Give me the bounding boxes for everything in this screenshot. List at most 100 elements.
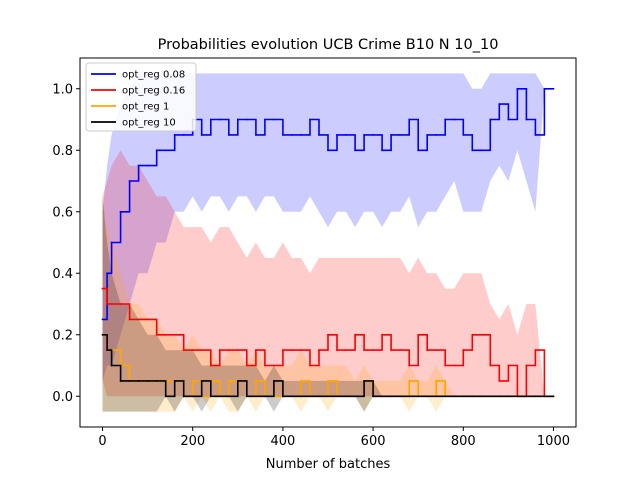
point-opt-reg-0-08-36 bbox=[417, 149, 420, 152]
point-opt-reg-0-16-22 bbox=[291, 349, 293, 351]
point-opt-reg-0-08-46 bbox=[507, 118, 510, 121]
chart-title: Probabilities evolution UCB Crime B10 N … bbox=[158, 37, 499, 53]
point-opt-reg-0-08-50 bbox=[543, 87, 546, 90]
point-opt-reg-1-23 bbox=[300, 380, 302, 382]
point-opt-reg-0-16-27 bbox=[336, 349, 338, 351]
point-opt-reg-0-08-13 bbox=[209, 118, 212, 121]
legend-label-opt-reg-1: opt_reg 1 bbox=[122, 102, 169, 113]
point-opt-reg-0-16-19 bbox=[264, 364, 266, 367]
point-opt-reg-0-08-40 bbox=[453, 118, 456, 121]
point-opt-reg-0-08-23 bbox=[300, 134, 302, 136]
point-opt-reg-0-08-18 bbox=[255, 134, 257, 136]
point-opt-reg-10-44 bbox=[489, 395, 492, 398]
point-opt-reg-0-16-37 bbox=[426, 349, 429, 351]
point-opt-reg-10-15 bbox=[227, 395, 230, 398]
point-opt-reg-0-08-47 bbox=[516, 87, 519, 90]
x-tick-label-200: 200 bbox=[180, 434, 205, 449]
point-opt-reg-0-16-4 bbox=[128, 318, 131, 321]
point-opt-reg-10-33 bbox=[390, 395, 392, 398]
point-opt-reg-0-08-6 bbox=[146, 164, 149, 167]
point-opt-reg-0-16-48 bbox=[525, 364, 528, 367]
point-opt-reg-0-16-20 bbox=[273, 364, 275, 367]
point-opt-reg-0-16-43 bbox=[480, 333, 483, 336]
point-opt-reg-10-21 bbox=[282, 395, 284, 398]
point-opt-reg-10-47 bbox=[516, 395, 519, 398]
point-opt-reg-0-08-2 bbox=[110, 241, 113, 244]
point-opt-reg-10-27 bbox=[336, 395, 338, 398]
point-opt-reg-10-51 bbox=[552, 395, 555, 398]
point-opt-reg-0-08-35 bbox=[408, 118, 411, 121]
point-opt-reg-1-11 bbox=[191, 380, 194, 382]
point-opt-reg-0-16-35 bbox=[408, 364, 411, 367]
point-opt-reg-0-08-32 bbox=[381, 149, 383, 152]
point-opt-reg-0-16-41 bbox=[462, 349, 465, 351]
plot-frame bbox=[79, 57, 577, 428]
point-opt-reg-0-08-31 bbox=[372, 134, 374, 136]
point-opt-reg-0-16-46 bbox=[507, 364, 510, 367]
point-opt-reg-0-16-25 bbox=[318, 349, 320, 351]
point-opt-reg-0-16-0 bbox=[101, 287, 104, 290]
point-opt-reg-0-08-25 bbox=[318, 134, 320, 136]
point-opt-reg-0-08-51 bbox=[552, 87, 555, 90]
point-opt-reg-0-16-29 bbox=[354, 333, 356, 336]
point-opt-reg-10-30 bbox=[363, 380, 365, 382]
point-opt-reg-0-16-39 bbox=[444, 364, 447, 367]
x-tick-label-400: 400 bbox=[270, 434, 295, 449]
y-tick-label-0.6: 0.6 bbox=[52, 205, 73, 220]
point-opt-reg-10-4 bbox=[128, 380, 131, 382]
point-opt-reg-0-16-11 bbox=[191, 349, 194, 351]
point-opt-reg-0-08-38 bbox=[435, 134, 438, 136]
point-opt-reg-0-16-33 bbox=[390, 349, 392, 351]
point-opt-reg-10-19 bbox=[264, 395, 266, 398]
point-opt-reg-0-08-19 bbox=[264, 118, 266, 121]
point-opt-reg-0-16-14 bbox=[218, 349, 221, 351]
point-opt-reg-0-16-26 bbox=[327, 333, 329, 336]
point-opt-reg-10-9 bbox=[173, 380, 176, 382]
point-opt-reg-1-18 bbox=[255, 380, 257, 382]
x-axis-ticks: 0 200 400 600 800 1000 bbox=[98, 427, 570, 449]
series-line-opt-reg-10 bbox=[102, 333, 554, 398]
point-opt-reg-0-16-6 bbox=[146, 318, 149, 321]
point-opt-reg-0-08-39 bbox=[444, 118, 447, 121]
point-opt-reg-1-26 bbox=[327, 380, 329, 382]
point-opt-reg-10-38 bbox=[435, 395, 438, 398]
point-opt-reg-0-08-44 bbox=[489, 118, 492, 121]
point-opt-reg-10-37 bbox=[426, 395, 429, 398]
point-opt-reg-0-08-41 bbox=[462, 134, 465, 136]
point-opt-reg-10-50 bbox=[543, 395, 546, 398]
bands-layer bbox=[102, 73, 554, 412]
point-opt-reg-10-22 bbox=[291, 395, 293, 398]
legend-label-opt-reg-0-08: opt_reg 0.08 bbox=[122, 70, 185, 81]
point-opt-reg-10-7 bbox=[155, 380, 158, 382]
y-tick-label-0.4: 0.4 bbox=[52, 267, 73, 282]
x-tick-label-0: 0 bbox=[98, 434, 106, 449]
point-opt-reg-10-45 bbox=[498, 395, 501, 398]
band-opt-reg-0-08 bbox=[102, 73, 554, 381]
y-tick-label-1.0: 1.0 bbox=[52, 82, 73, 97]
point-opt-reg-0-08-15 bbox=[227, 134, 230, 136]
point-opt-reg-10-40 bbox=[453, 395, 456, 398]
point-opt-reg-10-13 bbox=[209, 395, 212, 398]
point-opt-reg-0-08-29 bbox=[354, 149, 356, 152]
point-opt-reg-0-16-1 bbox=[106, 303, 108, 305]
point-opt-reg-0-08-7 bbox=[155, 149, 158, 152]
point-opt-reg-0-16-12 bbox=[200, 349, 203, 351]
point-opt-reg-10-48 bbox=[525, 395, 528, 398]
point-opt-reg-0-16-42 bbox=[471, 333, 474, 336]
point-opt-reg-10-5 bbox=[137, 380, 140, 382]
point-opt-reg-10-46 bbox=[507, 395, 510, 398]
point-opt-reg-10-32 bbox=[381, 395, 383, 398]
band-opt-reg-1 bbox=[102, 196, 554, 412]
x-tick-label-800: 800 bbox=[451, 434, 476, 449]
point-opt-reg-0-08-33 bbox=[390, 134, 392, 136]
point-opt-reg-0-08-24 bbox=[309, 118, 311, 121]
point-opt-reg-0-16-34 bbox=[399, 349, 401, 351]
point-opt-reg-10-34 bbox=[399, 395, 401, 398]
point-opt-reg-10-41 bbox=[462, 395, 465, 398]
point-opt-reg-10-2 bbox=[110, 364, 113, 367]
point-opt-reg-10-36 bbox=[417, 395, 420, 398]
point-opt-reg-0-08-45 bbox=[498, 103, 501, 105]
point-opt-reg-10-24 bbox=[309, 395, 311, 398]
